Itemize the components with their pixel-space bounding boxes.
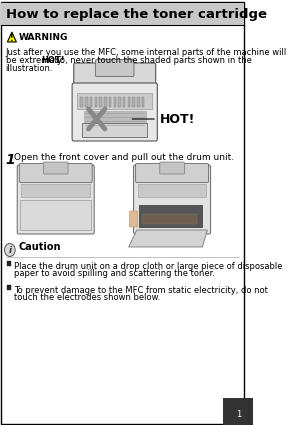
Text: HOT!: HOT! bbox=[41, 56, 65, 65]
Text: Caution: Caution bbox=[18, 242, 61, 252]
FancyBboxPatch shape bbox=[74, 63, 156, 87]
FancyBboxPatch shape bbox=[84, 111, 146, 127]
Bar bbox=[114, 97, 116, 107]
Bar bbox=[123, 97, 125, 107]
Bar bbox=[133, 97, 135, 107]
Text: How to replace the toner cartridge: How to replace the toner cartridge bbox=[6, 8, 267, 20]
FancyBboxPatch shape bbox=[20, 200, 91, 230]
Text: 1: 1 bbox=[6, 153, 15, 167]
Text: i: i bbox=[8, 246, 11, 255]
Text: Just after you use the MFC, some internal parts of the machine will: Just after you use the MFC, some interna… bbox=[6, 48, 287, 57]
Bar bbox=[137, 97, 140, 107]
Bar bbox=[94, 97, 97, 107]
FancyBboxPatch shape bbox=[134, 165, 211, 234]
FancyBboxPatch shape bbox=[21, 184, 90, 197]
Text: !: ! bbox=[10, 34, 14, 43]
FancyBboxPatch shape bbox=[44, 162, 68, 174]
Polygon shape bbox=[8, 32, 16, 42]
Text: Place the drum unit on a drop cloth or large piece of disposable: Place the drum unit on a drop cloth or l… bbox=[14, 262, 282, 271]
Text: be extremely: be extremely bbox=[6, 56, 64, 65]
FancyBboxPatch shape bbox=[77, 93, 152, 109]
FancyBboxPatch shape bbox=[95, 60, 134, 76]
Text: illustration.: illustration. bbox=[6, 64, 53, 73]
Polygon shape bbox=[129, 230, 207, 247]
FancyBboxPatch shape bbox=[19, 164, 92, 182]
FancyBboxPatch shape bbox=[138, 184, 206, 197]
FancyBboxPatch shape bbox=[72, 83, 157, 141]
Text: To prevent damage to the MFC from static electricity, do not: To prevent damage to the MFC from static… bbox=[14, 286, 268, 295]
Bar bbox=[104, 97, 106, 107]
FancyBboxPatch shape bbox=[82, 123, 148, 137]
Bar bbox=[109, 97, 111, 107]
FancyBboxPatch shape bbox=[17, 165, 94, 234]
FancyBboxPatch shape bbox=[139, 205, 202, 227]
Text: So, never touch the shaded parts shown in the: So, never touch the shaded parts shown i… bbox=[52, 56, 252, 65]
Bar bbox=[128, 97, 130, 107]
Bar bbox=[118, 97, 121, 107]
Bar bbox=[90, 97, 92, 107]
Bar bbox=[99, 97, 102, 107]
FancyBboxPatch shape bbox=[130, 211, 138, 227]
FancyBboxPatch shape bbox=[1, 2, 244, 424]
FancyBboxPatch shape bbox=[142, 214, 197, 224]
Text: HOT!: HOT! bbox=[132, 113, 195, 125]
Text: Open the front cover and pull out the drum unit.: Open the front cover and pull out the dr… bbox=[14, 153, 234, 162]
FancyBboxPatch shape bbox=[160, 162, 184, 174]
Bar bbox=[7, 261, 11, 266]
Text: 1: 1 bbox=[236, 410, 241, 419]
Text: paper to avoid spilling and scattering the toner.: paper to avoid spilling and scattering t… bbox=[14, 269, 215, 278]
Circle shape bbox=[4, 244, 15, 257]
Bar bbox=[7, 285, 11, 290]
Bar bbox=[80, 97, 83, 107]
FancyBboxPatch shape bbox=[136, 164, 208, 182]
Text: touch the electrodes shown below.: touch the electrodes shown below. bbox=[14, 294, 160, 303]
FancyBboxPatch shape bbox=[1, 3, 244, 25]
Text: WARNING: WARNING bbox=[19, 32, 68, 42]
Bar bbox=[142, 97, 144, 107]
Bar bbox=[85, 97, 88, 107]
